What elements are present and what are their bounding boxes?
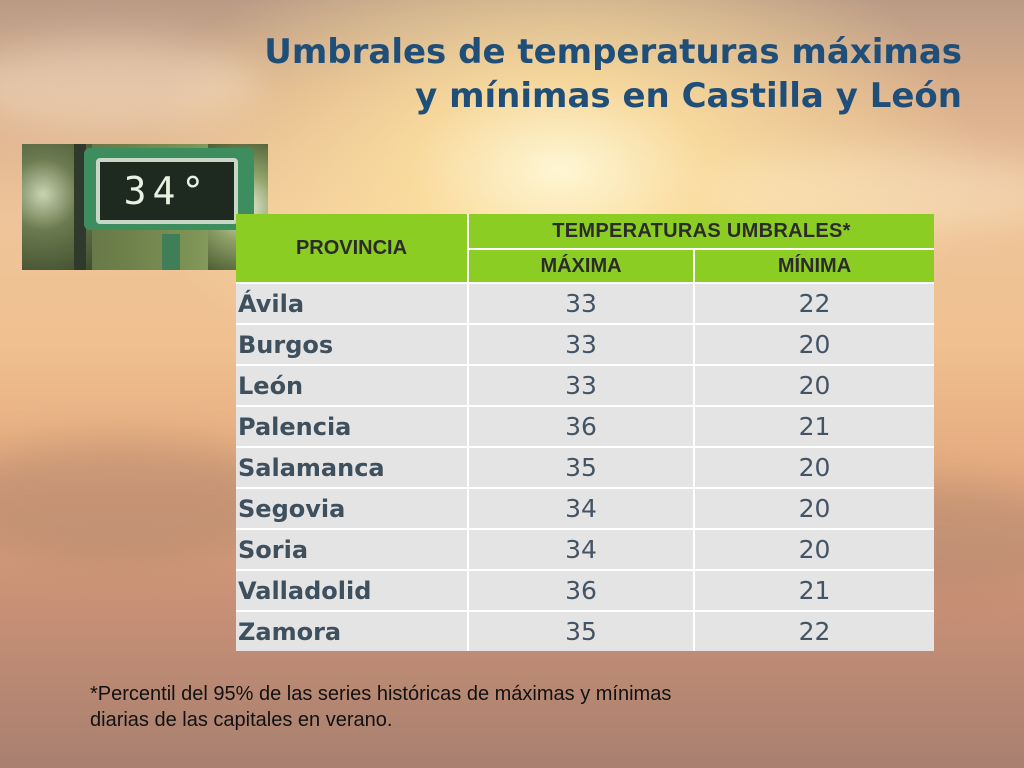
table-row: Burgos 33 20 bbox=[236, 323, 934, 365]
slide-title-line-2: y mínimas en Castilla y León bbox=[415, 76, 962, 116]
cell-maxima: 33 bbox=[468, 364, 695, 406]
cell-provincia: Burgos bbox=[236, 323, 469, 365]
cell-provincia: León bbox=[236, 364, 469, 406]
table-row: León 33 20 bbox=[236, 364, 934, 406]
table-row: Salamanca 35 20 bbox=[236, 446, 934, 488]
cell-provincia: Palencia bbox=[236, 405, 469, 447]
cell-minima: 20 bbox=[694, 528, 934, 570]
cell-minima: 22 bbox=[694, 610, 934, 651]
cell-minima: 22 bbox=[694, 282, 934, 324]
header-temperaturas-umbrales: TEMPERATURAS UMBRALES* bbox=[468, 214, 934, 250]
cell-provincia: Zamora bbox=[236, 610, 469, 651]
cell-minima: 20 bbox=[694, 487, 934, 529]
footnote-line-2: diarias de las capitales en verano. bbox=[90, 709, 393, 731]
cell-maxima: 36 bbox=[468, 569, 695, 611]
cell-maxima: 36 bbox=[468, 405, 695, 447]
temperature-display-screen: 34° bbox=[96, 158, 238, 224]
cell-provincia: Soria bbox=[236, 528, 469, 570]
thermometer-display-photo: 34° bbox=[22, 144, 268, 270]
footnote-line-1: *Percentil del 95% de las series históri… bbox=[90, 683, 672, 705]
table-row: Valladolid 36 21 bbox=[236, 569, 934, 611]
table-row: Soria 34 20 bbox=[236, 528, 934, 570]
cell-minima: 21 bbox=[694, 405, 934, 447]
thresholds-table: PROVINCIA TEMPERATURAS UMBRALES* MÁXIMA … bbox=[236, 214, 934, 651]
header-provincia: PROVINCIA bbox=[236, 214, 469, 283]
table-row: Ávila 33 22 bbox=[236, 282, 934, 324]
cell-minima: 20 bbox=[694, 446, 934, 488]
slide-title-line-1: Umbrales de temperaturas máximas bbox=[264, 32, 962, 72]
street-post bbox=[74, 144, 86, 270]
header-minima: MÍNIMA bbox=[694, 249, 934, 283]
cell-maxima: 35 bbox=[468, 610, 695, 651]
table-row: Segovia 34 20 bbox=[236, 487, 934, 529]
cell-provincia: Salamanca bbox=[236, 446, 469, 488]
cell-provincia: Valladolid bbox=[236, 569, 469, 611]
table-row: Palencia 36 21 bbox=[236, 405, 934, 447]
footnote: *Percentil del 95% de las series históri… bbox=[90, 681, 870, 733]
slide-title: Umbrales de temperaturas máximas y mínim… bbox=[202, 30, 962, 118]
cell-maxima: 34 bbox=[468, 528, 695, 570]
cell-provincia: Segovia bbox=[236, 487, 469, 529]
cell-maxima: 33 bbox=[468, 282, 695, 324]
table-row: Zamora 35 22 bbox=[236, 610, 934, 651]
cell-maxima: 33 bbox=[468, 323, 695, 365]
cell-maxima: 35 bbox=[468, 446, 695, 488]
cell-maxima: 34 bbox=[468, 487, 695, 529]
display-pole bbox=[162, 234, 180, 270]
cell-provincia: Ávila bbox=[236, 282, 469, 324]
cell-minima: 21 bbox=[694, 569, 934, 611]
header-maxima: MÁXIMA bbox=[468, 249, 695, 283]
cell-minima: 20 bbox=[694, 364, 934, 406]
cell-minima: 20 bbox=[694, 323, 934, 365]
